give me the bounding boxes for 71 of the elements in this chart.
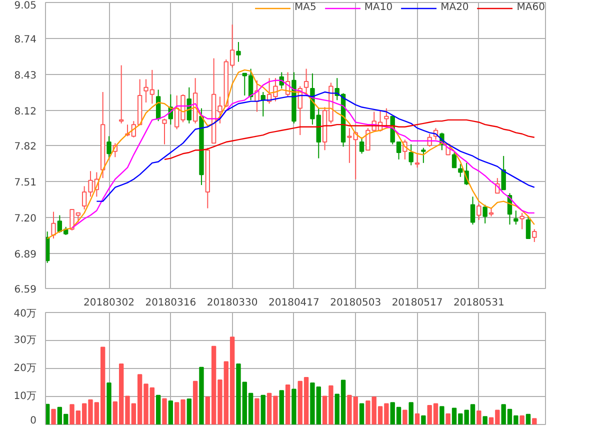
bar (421, 415, 426, 424)
bar (260, 394, 266, 424)
bar (359, 403, 364, 424)
candlestick (421, 147, 426, 164)
bar (408, 402, 414, 424)
candlestick (51, 211, 56, 240)
candlestick (359, 136, 364, 154)
bar (156, 394, 161, 424)
candlestick (304, 68, 309, 94)
candlestick (414, 153, 420, 168)
bar (446, 413, 450, 424)
y-tick-label: 8.43 (14, 70, 36, 82)
x-tick-label: 20180517 (392, 298, 443, 308)
bar (402, 410, 408, 424)
bar (162, 398, 167, 424)
y-tick-label: 6.59 (14, 284, 36, 296)
y-tick-label: 9.05 (14, 0, 36, 12)
legend-label: MA60 (516, 2, 545, 13)
x-tick-label: 20180503 (330, 298, 382, 308)
y-tick-label: 10万 (14, 391, 37, 402)
candlestick (476, 203, 482, 220)
bar (520, 415, 524, 424)
bar (476, 410, 482, 424)
y-tick-label: 0 (30, 416, 37, 426)
candlestick (514, 210, 518, 226)
bar (254, 398, 260, 424)
y-tick-label: 8.74 (14, 34, 36, 46)
bar (186, 398, 192, 424)
bar (285, 384, 290, 424)
bar (279, 390, 284, 424)
y-tick-label: 6.89 (14, 250, 36, 261)
legend-label: MA20 (440, 2, 469, 13)
candlestick (452, 152, 457, 168)
bar (414, 413, 420, 424)
legend-label: MA5 (294, 2, 316, 13)
candlestick (501, 155, 506, 190)
candlestick (532, 228, 537, 242)
candlestick (520, 212, 524, 230)
x-tick-label: 20180417 (268, 298, 320, 308)
candlestick (118, 64, 124, 124)
x-tick-label: 20180330 (206, 298, 258, 308)
bar (526, 414, 531, 424)
candlestick (526, 216, 531, 240)
candlestick (162, 118, 167, 145)
bar (168, 400, 174, 424)
candlestick (470, 196, 476, 226)
bar (199, 366, 204, 424)
candlestick (236, 42, 241, 62)
bar (482, 416, 488, 424)
y-tick-label: 7.51 (14, 178, 36, 189)
bar (106, 382, 112, 424)
x-tick-label: 20180316 (145, 298, 196, 308)
y-tick-label: 30万 (14, 335, 37, 346)
line-series (164, 119, 536, 160)
x-tick-label: 20180302 (84, 298, 134, 308)
candlestick (384, 108, 389, 128)
bar (292, 388, 296, 424)
bar (532, 418, 537, 424)
candlestick (482, 204, 488, 224)
y-tick-label: 8.12 (14, 106, 36, 118)
y-tick-label: 7.20 (14, 214, 36, 225)
candlestick (106, 136, 112, 159)
y-tick-label: 20万 (14, 363, 37, 374)
y-tick-label: 40万 (14, 308, 37, 320)
candlestick (408, 144, 414, 166)
x-tick-label: 20180531 (453, 298, 504, 308)
legend-label: MA10 (364, 2, 393, 13)
bar (192, 380, 198, 424)
y-tick-label: 7.82 (14, 142, 36, 152)
bar (51, 408, 56, 424)
bar (440, 406, 444, 424)
